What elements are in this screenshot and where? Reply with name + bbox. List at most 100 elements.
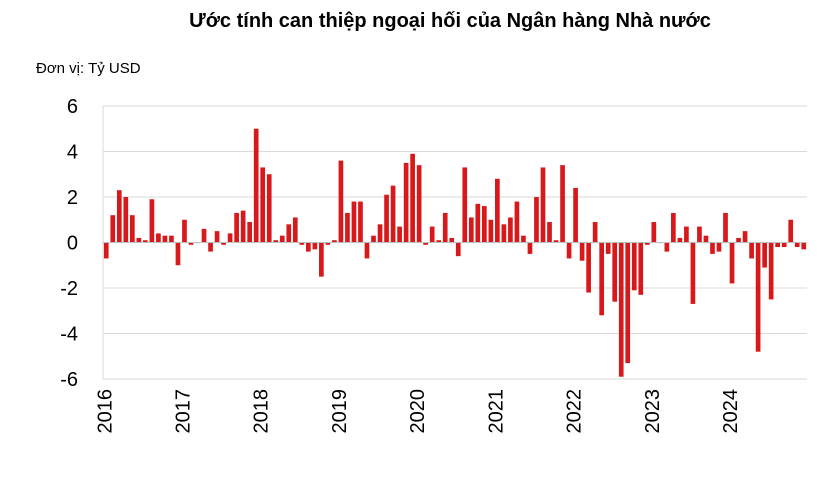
bar [488, 219, 494, 243]
bar [501, 224, 507, 243]
bar [384, 194, 389, 243]
bar [351, 201, 357, 243]
bar [475, 203, 481, 243]
bar [631, 242, 637, 291]
x-tick-label: 2022 [564, 389, 586, 434]
bar [279, 235, 285, 243]
bar [429, 226, 435, 243]
bar [605, 242, 611, 254]
bar [508, 217, 513, 243]
y-tick-label: -2 [60, 278, 78, 300]
bar [468, 217, 474, 243]
bar [599, 242, 605, 316]
bar [514, 201, 520, 243]
bar [338, 160, 344, 243]
bar [149, 199, 155, 243]
bar [566, 242, 572, 259]
bar [762, 242, 767, 268]
x-tick-label: 2020 [407, 389, 429, 434]
bar [690, 242, 696, 304]
bar [742, 231, 748, 243]
bar [449, 237, 455, 243]
y-axis-ticks: 6 4 2 0 -2 -4 -6 [60, 96, 78, 391]
chart-title: Ước tính can thiệp ngoại hối của Ngân hà… [189, 10, 711, 32]
bar [377, 224, 383, 243]
bar [644, 242, 650, 245]
bar [703, 235, 709, 243]
bar [710, 242, 715, 254]
bar [325, 242, 331, 245]
bar [162, 235, 168, 243]
bar [664, 242, 670, 252]
x-tick-label: 2021 [485, 389, 507, 434]
x-tick-label: 2023 [642, 389, 664, 434]
bar [618, 242, 624, 377]
bar [495, 178, 500, 243]
bar [358, 201, 363, 243]
bar [116, 190, 122, 243]
bar [292, 217, 298, 243]
bar [247, 222, 253, 243]
bar [136, 237, 142, 243]
bar [103, 242, 109, 259]
bar [521, 235, 526, 243]
bar [182, 219, 187, 243]
bar [788, 219, 794, 243]
y-tick-label: 0 [67, 233, 78, 255]
bar [638, 242, 644, 295]
bar [749, 242, 754, 259]
bar [110, 215, 116, 243]
bar [364, 242, 370, 259]
bar [723, 212, 728, 243]
bar [371, 235, 376, 243]
bar [345, 212, 350, 243]
grid-lines [102, 105, 807, 380]
bar [227, 233, 233, 243]
bar [729, 242, 735, 284]
bar [651, 222, 657, 243]
bar [129, 215, 135, 243]
bar [175, 242, 181, 266]
unit-label: Đơn vị: Tỷ USD [36, 60, 141, 77]
bars [103, 128, 807, 377]
bar [527, 242, 533, 254]
y-tick-label: -4 [60, 324, 78, 346]
bar [736, 237, 741, 243]
bar [579, 242, 585, 261]
bar [143, 240, 148, 243]
bar [123, 197, 129, 243]
bar [716, 242, 722, 252]
bar [221, 242, 226, 245]
bar [169, 235, 174, 243]
bar [266, 174, 272, 243]
bar [273, 240, 279, 243]
x-tick-label: 2024 [720, 389, 742, 434]
bar [442, 212, 448, 243]
bar [781, 242, 787, 248]
bar [214, 231, 220, 243]
bar [697, 226, 702, 243]
bar [462, 167, 468, 243]
x-tick-label: 2019 [329, 389, 351, 434]
x-tick-label: 2017 [173, 389, 195, 434]
bar [553, 240, 559, 243]
bar [436, 240, 442, 243]
x-axis-ticks: 2016 2017 2018 2019 2020 2021 2022 2023 2024 [94, 389, 742, 434]
bar [390, 185, 396, 243]
bar [156, 233, 161, 243]
x-tick-label: 2016 [94, 389, 116, 434]
bar [286, 224, 292, 243]
bar [755, 242, 761, 352]
bar [455, 242, 461, 257]
y-tick-label: 4 [67, 142, 78, 164]
bar [201, 228, 207, 243]
bar [416, 165, 422, 243]
bar [540, 167, 546, 243]
bar [794, 242, 800, 248]
bar [260, 167, 266, 243]
bar [592, 222, 598, 243]
bar [671, 212, 676, 243]
bar [586, 242, 591, 293]
bar [410, 153, 415, 243]
